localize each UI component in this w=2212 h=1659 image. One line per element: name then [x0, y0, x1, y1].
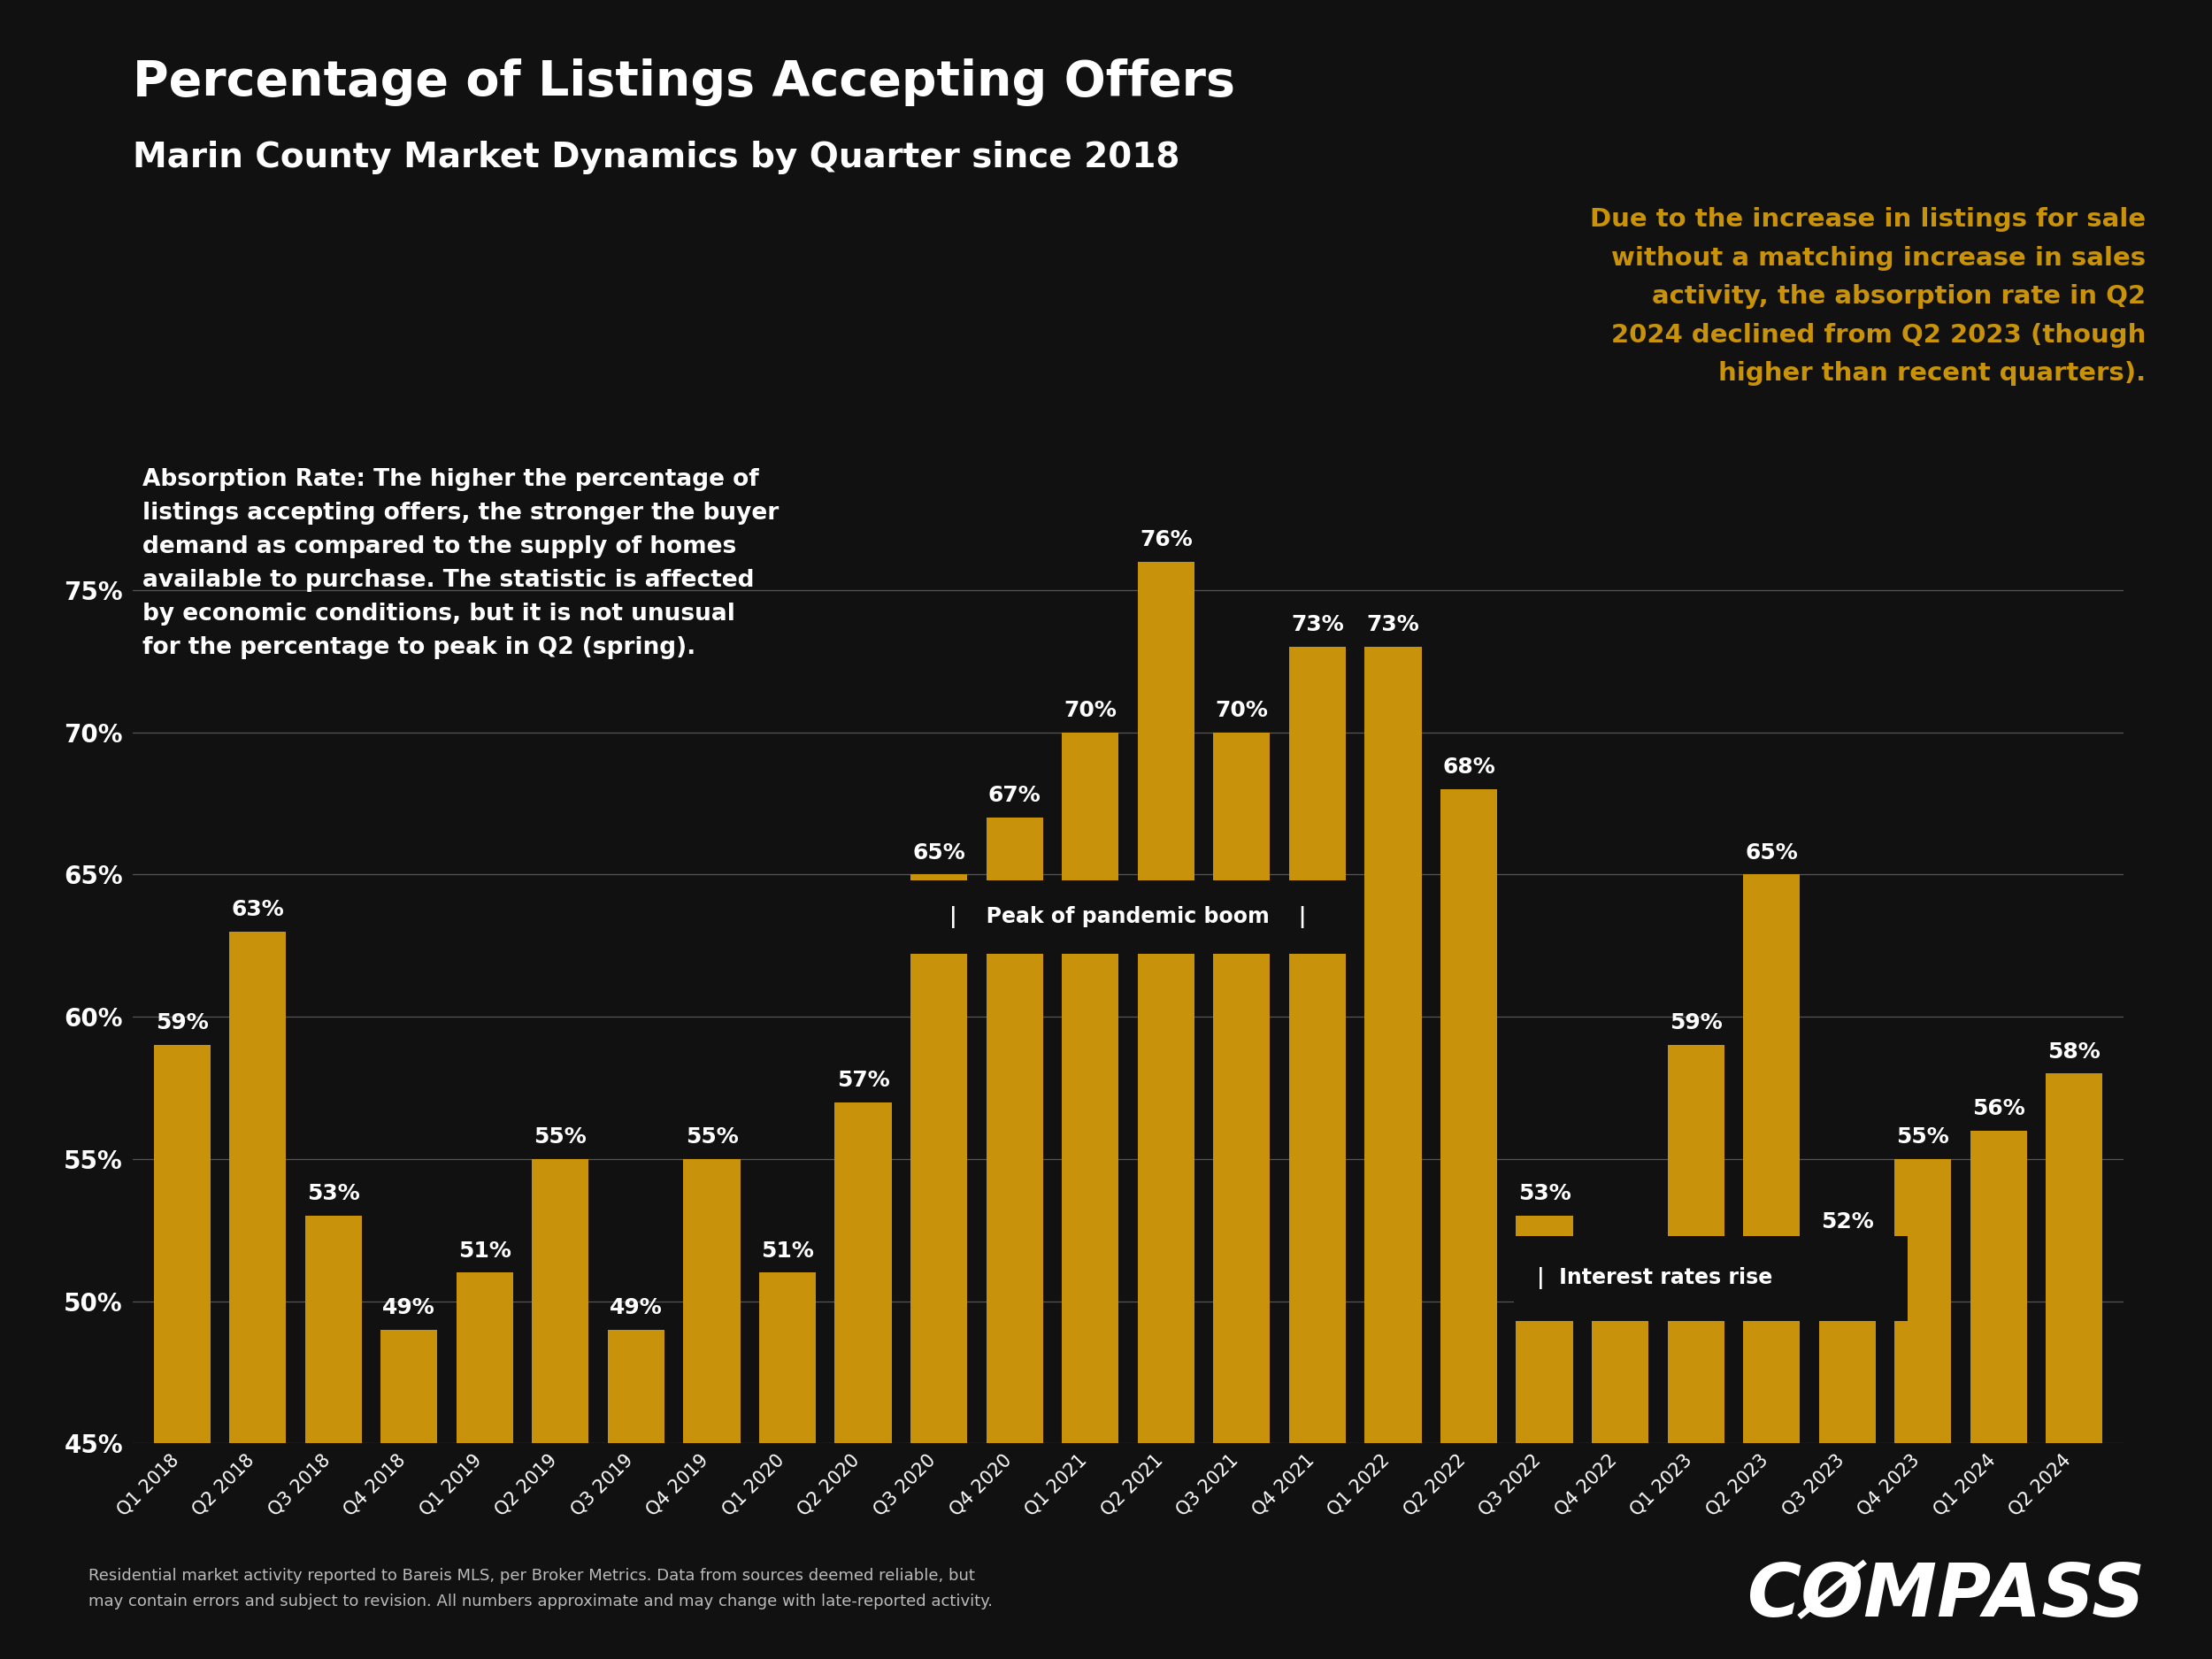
- Text: Absorption Rate: The higher the percentage of
listings accepting offers, the str: Absorption Rate: The higher the percenta…: [142, 468, 779, 659]
- Bar: [1062, 732, 1119, 1659]
- Text: 49%: 49%: [611, 1297, 664, 1319]
- Text: 58%: 58%: [2048, 1040, 2101, 1062]
- FancyBboxPatch shape: [900, 881, 1356, 954]
- Text: 51%: 51%: [761, 1239, 814, 1261]
- Text: 57%: 57%: [836, 1070, 889, 1090]
- Bar: [456, 1272, 513, 1659]
- Bar: [230, 931, 285, 1659]
- Text: 67%: 67%: [989, 785, 1042, 806]
- Bar: [2046, 1073, 2104, 1659]
- Bar: [987, 818, 1044, 1659]
- Bar: [608, 1329, 664, 1659]
- Text: 53%: 53%: [307, 1183, 361, 1204]
- Text: |    Peak of pandemic boom    |: | Peak of pandemic boom |: [949, 906, 1307, 929]
- Text: 65%: 65%: [1745, 841, 1798, 863]
- Bar: [1137, 562, 1194, 1659]
- Text: 51%: 51%: [458, 1239, 511, 1261]
- Text: 73%: 73%: [1367, 614, 1420, 635]
- Bar: [1515, 1216, 1573, 1659]
- Bar: [1971, 1130, 2026, 1659]
- Bar: [1893, 1160, 1951, 1659]
- Bar: [305, 1216, 363, 1659]
- Text: |  Interest rates rise: | Interest rates rise: [1537, 1267, 1772, 1289]
- Text: 55%: 55%: [1896, 1126, 1949, 1148]
- Text: 51%: 51%: [1593, 1239, 1646, 1261]
- Bar: [1440, 790, 1498, 1659]
- Text: 70%: 70%: [1064, 700, 1117, 722]
- Text: 65%: 65%: [911, 841, 964, 863]
- Text: Due to the increase in listings for sale
without a matching increase in sales
ac: Due to the increase in listings for sale…: [1590, 207, 2146, 387]
- Bar: [1290, 647, 1345, 1659]
- Bar: [911, 874, 967, 1659]
- Bar: [1743, 874, 1801, 1659]
- Text: 55%: 55%: [533, 1126, 586, 1148]
- Text: 52%: 52%: [1820, 1211, 1874, 1233]
- Text: Marin County Market Dynamics by Quarter since 2018: Marin County Market Dynamics by Quarter …: [133, 141, 1179, 174]
- Bar: [834, 1102, 891, 1659]
- Bar: [1365, 647, 1422, 1659]
- Text: 68%: 68%: [1442, 757, 1495, 778]
- Text: 63%: 63%: [232, 899, 283, 921]
- Bar: [684, 1160, 741, 1659]
- Text: 55%: 55%: [686, 1126, 739, 1148]
- Text: 53%: 53%: [1517, 1183, 1571, 1204]
- Bar: [533, 1160, 588, 1659]
- Bar: [1212, 732, 1270, 1659]
- Text: 70%: 70%: [1214, 700, 1267, 722]
- Text: 76%: 76%: [1139, 529, 1192, 551]
- Text: Percentage of Listings Accepting Offers: Percentage of Listings Accepting Offers: [133, 58, 1234, 106]
- Bar: [759, 1272, 816, 1659]
- Bar: [380, 1329, 438, 1659]
- Text: 59%: 59%: [1670, 1012, 1723, 1034]
- FancyBboxPatch shape: [1515, 1236, 1907, 1321]
- Bar: [1668, 1045, 1723, 1659]
- Bar: [1818, 1244, 1876, 1659]
- Text: 59%: 59%: [155, 1012, 208, 1034]
- Text: 49%: 49%: [383, 1297, 436, 1319]
- Bar: [1593, 1272, 1648, 1659]
- Text: 73%: 73%: [1292, 614, 1345, 635]
- Text: Residential market activity reported to Bareis MLS, per Broker Metrics. Data fro: Residential market activity reported to …: [88, 1568, 993, 1609]
- Text: 56%: 56%: [1973, 1098, 2024, 1120]
- Text: CØMPASS: CØMPASS: [1747, 1559, 2146, 1631]
- Bar: [153, 1045, 210, 1659]
